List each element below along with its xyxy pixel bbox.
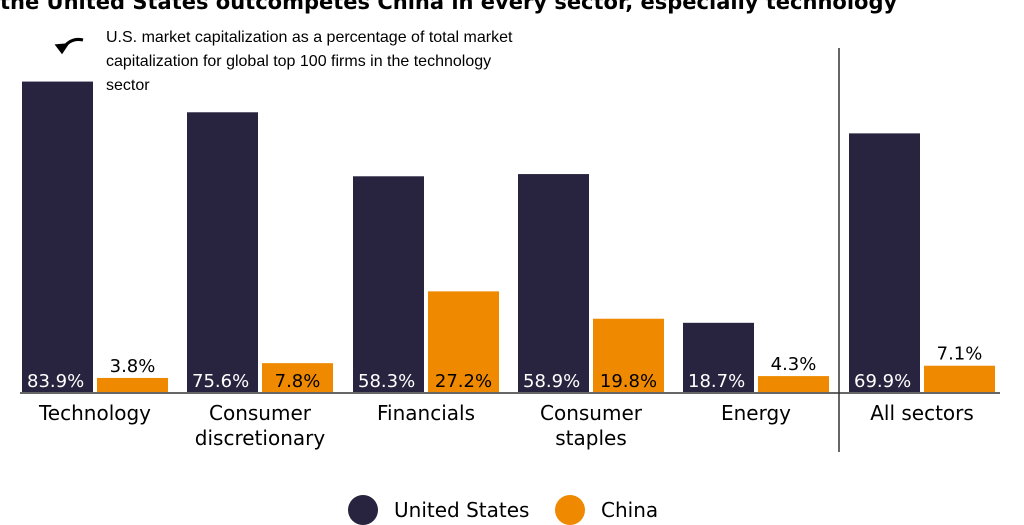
bar-united-states-technology xyxy=(22,81,93,392)
category-label-financials: Financials xyxy=(377,401,475,425)
bar-china-energy xyxy=(758,376,829,392)
legend-label-china: China xyxy=(601,498,659,522)
data-label-united-states-all-sectors: 69.9% xyxy=(854,371,911,392)
legend-item-united-states[interactable]: United States xyxy=(348,495,529,525)
category-label-consumer-staples: staples xyxy=(555,426,627,450)
category-label-energy: Energy xyxy=(721,401,791,425)
data-label-china-consumer-discretionary: 7.8% xyxy=(275,371,321,392)
category-label-consumer-discretionary: Consumer xyxy=(209,401,312,425)
bar-united-states-consumer-discretionary xyxy=(187,112,258,392)
bar-china-financials xyxy=(428,291,499,392)
legend-swatch-china xyxy=(555,495,585,525)
data-label-united-states-consumer-staples: 58.9% xyxy=(523,371,580,392)
data-label-china-consumer-staples: 19.8% xyxy=(600,371,657,392)
category-label-all-sectors: All sectors xyxy=(870,401,974,425)
data-label-china-energy: 4.3% xyxy=(771,354,817,375)
bar-china-consumer-discretionary xyxy=(262,363,333,392)
annotation-text: sector xyxy=(106,77,150,94)
data-label-china-all-sectors: 7.1% xyxy=(937,344,983,365)
category-label-technology: Technology xyxy=(38,401,151,425)
bar-united-states-energy xyxy=(683,322,754,392)
legend-swatch-united-states xyxy=(348,495,378,525)
annotation-text: U.S. market capitalization as a percenta… xyxy=(106,29,513,46)
data-label-united-states-consumer-discretionary: 75.6% xyxy=(192,371,249,392)
bar-united-states-consumer-staples xyxy=(518,174,589,392)
bar-united-states-financials xyxy=(353,176,424,392)
data-label-china-financials: 27.2% xyxy=(435,371,492,392)
legend-label-united-states: United States xyxy=(394,498,530,522)
annotation-arrowhead-icon xyxy=(54,43,70,55)
data-label-china-technology: 3.8% xyxy=(110,356,156,377)
chart-title: the United States outcompetes China in e… xyxy=(0,0,898,14)
category-label-consumer-staples: Consumer xyxy=(540,401,643,425)
bar-china-consumer-staples xyxy=(593,318,664,392)
bar-china-technology xyxy=(97,377,168,392)
data-label-united-states-financials: 58.3% xyxy=(358,371,415,392)
data-label-united-states-energy: 18.7% xyxy=(688,371,745,392)
legend-item-china[interactable]: China xyxy=(555,495,658,525)
category-label-consumer-discretionary: discretionary xyxy=(195,426,326,450)
annotation-text: capitalization for global top 100 firms … xyxy=(106,53,491,70)
bar-united-states-all-sectors xyxy=(849,133,920,392)
bar-china-all-sectors xyxy=(924,365,995,392)
legend: United States China xyxy=(0,495,1024,525)
data-label-united-states-technology: 83.9% xyxy=(27,371,84,392)
